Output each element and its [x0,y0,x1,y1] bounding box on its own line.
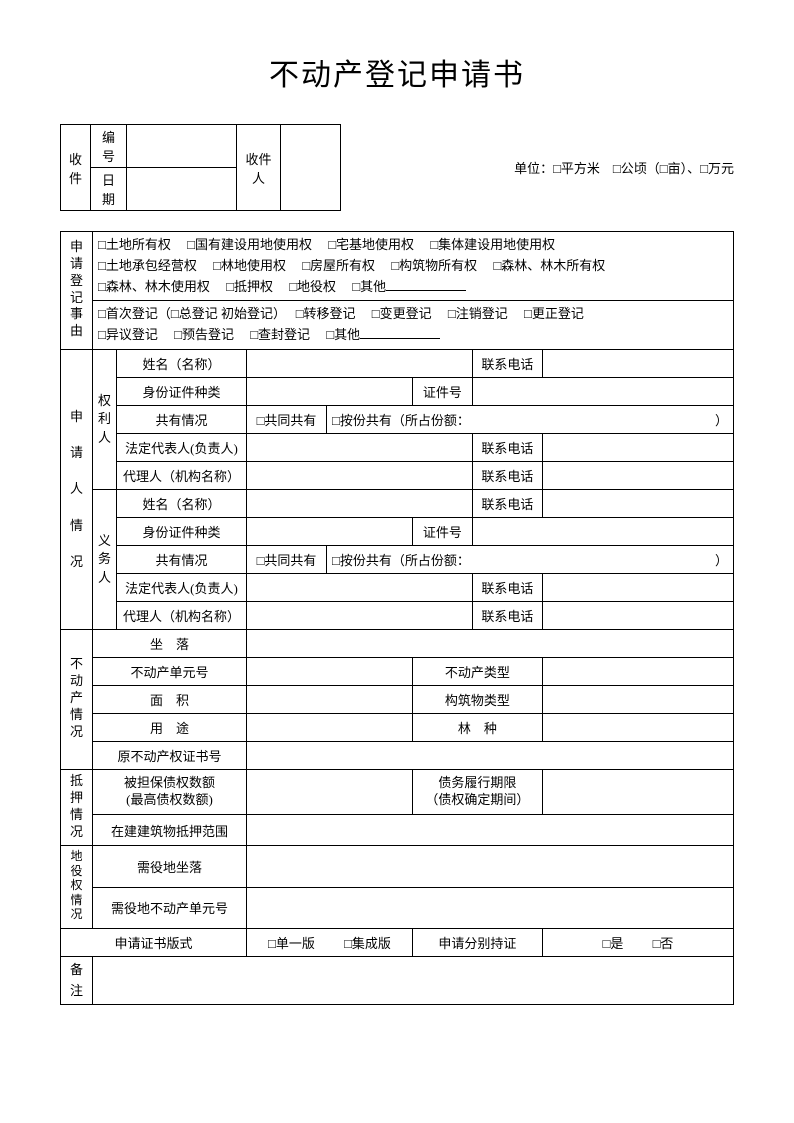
ob-idtype-value[interactable] [247,517,413,545]
ob-phone-label: 联系电话 [472,489,542,517]
obligor-label: 义务人 [93,489,117,629]
ob-agent-phone-value[interactable] [542,601,733,629]
receipt-label: 收件 [61,125,91,211]
receipt-number-value[interactable] [127,125,237,168]
cert-format-options[interactable]: □单一版 □集成版 [247,928,413,956]
reason-type-checkboxes[interactable]: □首次登记（□总登记 初始登记） □转移登记 □变更登记 □注销登记 □更正登记… [93,301,734,350]
rh-idtype-value[interactable] [247,377,413,405]
easement-location-label: 需役地坐落 [93,846,247,887]
rh-name-label: 姓名（名称） [117,349,247,377]
receipt-number-label: 编号 [91,125,127,168]
receipt-date-label: 日期 [91,168,127,211]
rh-idtype-label: 身份证件种类 [117,377,247,405]
rights-holder-label: 权利人 [93,349,117,489]
rh-agent-value[interactable] [247,461,473,489]
property-use-value[interactable] [247,713,413,741]
property-structure-label: 构筑物类型 [412,685,542,713]
ob-legalrep-phone-value[interactable] [542,573,733,601]
ob-idno-value[interactable] [472,517,733,545]
mortgage-period-value[interactable] [542,769,733,814]
receipt-date-value[interactable] [127,168,237,211]
mortgage-construction-label: 在建建筑物抵押范围 [93,815,247,846]
reason-rights-checkboxes[interactable]: □土地所有权 □国有建设用地使用权 □宅基地使用权 □集体建设用地使用权 □土地… [93,232,734,301]
remarks-label: 备注 [61,956,93,1005]
easement-unit-label: 需役地不动产单元号 [93,887,247,928]
ob-agent-value[interactable] [247,601,473,629]
property-unitno-label: 不动产单元号 [93,657,247,685]
main-form-table: 申请登记事由 □土地所有权 □国有建设用地使用权 □宅基地使用权 □集体建设用地… [60,231,734,1005]
ob-name-value[interactable] [247,489,473,517]
property-location-value[interactable] [247,629,734,657]
ob-idno-label: 证件号 [412,517,472,545]
property-origcert-label: 原不动产权证书号 [93,741,247,769]
cert-format-label: 申请证书版式 [61,928,247,956]
rh-share-label: 共有情况 [117,405,247,433]
easement-section-label: 地役权情况 [61,846,93,928]
receipt-table: 收件 编号 收件人 日期 [60,124,341,211]
property-structure-value[interactable] [542,685,733,713]
mortgage-section-label: 抵押情况 [61,769,93,845]
ob-idtype-label: 身份证件种类 [117,517,247,545]
rh-name-value[interactable] [247,349,473,377]
property-section-label: 不动产情况 [61,629,93,769]
cert-separate-options[interactable]: □是 □否 [542,928,733,956]
rh-agent-phone-label: 联系电话 [472,461,542,489]
property-type-label: 不动产类型 [412,657,542,685]
ob-legalrep-phone-label: 联系电话 [472,573,542,601]
property-area-value[interactable] [247,685,413,713]
rh-legalrep-label: 法定代表人(负责人) [117,433,247,461]
property-origcert-value[interactable] [247,741,734,769]
cert-separate-label: 申请分别持证 [412,928,542,956]
mortgage-period-label: 债务履行期限 （债权确定期间） [412,769,542,814]
recipient-value[interactable] [281,125,341,211]
ob-legalrep-label: 法定代表人(负责人) [117,573,247,601]
rh-legalrep-phone-value[interactable] [542,433,733,461]
ob-legalrep-value[interactable] [247,573,473,601]
rh-phone-value[interactable] [542,349,733,377]
rh-agent-label: 代理人（机构名称） [117,461,247,489]
ob-phone-value[interactable] [542,489,733,517]
page-title: 不动产登记申请书 [60,50,734,94]
ob-agent-label: 代理人（机构名称） [117,601,247,629]
rh-legalrep-value[interactable] [247,433,473,461]
applicant-section-label: 申请人情况 [61,349,93,629]
rh-idno-value[interactable] [472,377,733,405]
rh-phone-label: 联系电话 [472,349,542,377]
ob-share-label: 共有情况 [117,545,247,573]
rh-agent-phone-value[interactable] [542,461,733,489]
ob-share-portion[interactable]: □按份共有（所占份额：） [327,545,734,573]
ob-name-label: 姓名（名称） [117,489,247,517]
ob-agent-phone-label: 联系电话 [472,601,542,629]
rh-share-joint[interactable]: □共同共有 [247,405,327,433]
property-unitno-value[interactable] [247,657,413,685]
property-use-label: 用 途 [93,713,247,741]
mortgage-debt-label: 被担保债权数额 (最高债权数额) [93,769,247,814]
easement-location-value[interactable] [247,846,734,887]
rh-idno-label: 证件号 [412,377,472,405]
recipient-label: 收件人 [237,125,281,211]
remarks-value[interactable] [93,956,734,1005]
units-text: 单位：□平方米 □公顷（□亩）、□万元 [474,158,734,177]
reason-section-label: 申请登记事由 [61,232,93,350]
mortgage-debt-value[interactable] [247,769,413,814]
easement-unit-value[interactable] [247,887,734,928]
property-area-label: 面 积 [93,685,247,713]
ob-share-joint[interactable]: □共同共有 [247,545,327,573]
mortgage-construction-value[interactable] [247,815,734,846]
rh-share-portion[interactable]: □按份共有（所占份额：） [327,405,734,433]
property-location-label: 坐 落 [93,629,247,657]
property-forest-value[interactable] [542,713,733,741]
property-type-value[interactable] [542,657,733,685]
header-row: 收件 编号 收件人 日期 单位：□平方米 □公顷（□亩）、□万元 [60,124,734,211]
rh-legalrep-phone-label: 联系电话 [472,433,542,461]
property-forest-label: 林 种 [412,713,542,741]
